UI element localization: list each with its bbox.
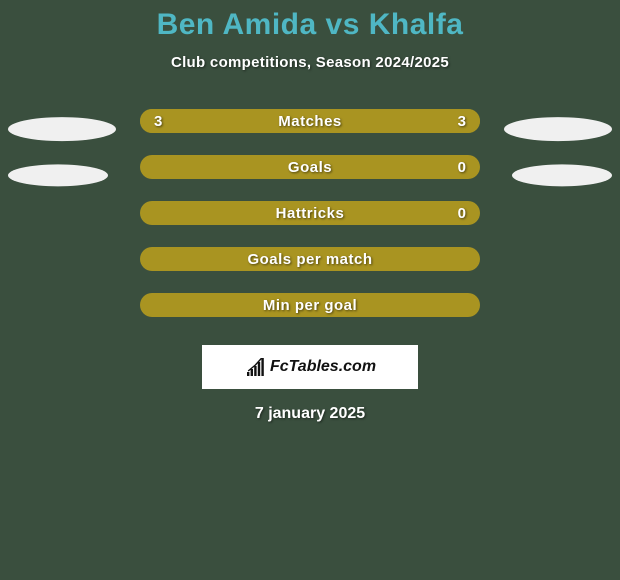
stat-value-right: 0 (458, 201, 466, 225)
stat-label: Goals (140, 155, 480, 179)
player1-oval (8, 164, 108, 186)
stat-value-right: 3 (458, 109, 466, 133)
player2-name: Khalfa (369, 8, 464, 41)
stat-label: Matches (140, 109, 480, 133)
player1-name: Ben Amida (157, 8, 317, 41)
stat-label: Goals per match (140, 247, 480, 271)
stat-value-right: 0 (458, 155, 466, 179)
stat-row: Goals0 (0, 155, 620, 201)
stat-bar: Goals0 (140, 155, 480, 179)
stat-row: Matches3 3 (0, 109, 620, 155)
stat-row: Goals per match (0, 247, 620, 293)
stat-bar: Goals per match (140, 247, 480, 271)
logo-box: FcTables.com (202, 345, 418, 389)
logo-chart-icon (244, 358, 266, 376)
player2-oval (504, 117, 612, 141)
logo: FcTables.com (244, 358, 376, 376)
subtitle: Club competitions, Season 2024/2025 (0, 54, 620, 71)
logo-text: FcTables.com (270, 358, 376, 376)
player1-oval (8, 117, 116, 141)
stats-comparison-card: Ben Amida vs Khalfa Club competitions, S… (0, 0, 620, 580)
date-label: 7 january 2025 (0, 405, 620, 423)
stat-row: Hattricks0 (0, 201, 620, 247)
stat-label: Hattricks (140, 201, 480, 225)
page-title: Ben Amida vs Khalfa (0, 0, 620, 42)
stat-row: Min per goal (0, 293, 620, 339)
player2-oval (512, 164, 612, 186)
stat-bar: Matches3 3 (140, 109, 480, 133)
stat-bar: Min per goal (140, 293, 480, 317)
stat-label: Min per goal (140, 293, 480, 317)
comparison-rows: Matches33Goals0Hattricks0Goals per match… (0, 109, 620, 339)
vs-text: vs (326, 8, 360, 41)
stat-bar: Hattricks0 (140, 201, 480, 225)
stat-value-left: 3 (154, 109, 162, 133)
